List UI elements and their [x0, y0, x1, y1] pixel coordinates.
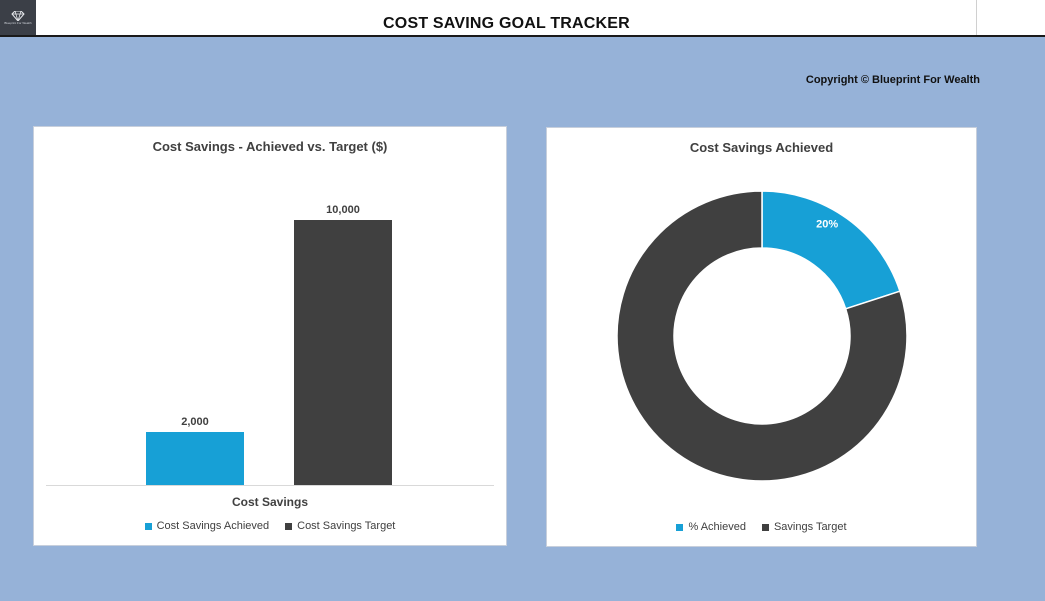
- diamond-icon: [11, 10, 25, 21]
- donut-chart: 20%: [616, 190, 908, 482]
- bar-chart-panel[interactable]: Cost Savings - Achieved vs. Target ($) 2…: [34, 127, 506, 545]
- donut-slice-savings-target[interactable]: [616, 190, 908, 482]
- x-category-label: Cost Savings: [231, 495, 309, 509]
- legend-swatch-achieved: [144, 522, 152, 530]
- donut-data-label-achieved: 20%: [816, 218, 838, 230]
- data-label-target: 10,000: [326, 204, 360, 216]
- title-bar: Blueprint For Wealth COST SAVING GOAL TR…: [0, 0, 1045, 37]
- logo-text: Blueprint For Wealth: [4, 20, 32, 25]
- bar-chart: 2,000 10,000: [46, 204, 494, 486]
- legend-label-savings-target: Savings Target: [773, 521, 847, 533]
- legend-label-pct-achieved: % Achieved: [688, 521, 746, 533]
- page-title: COST SAVING GOAL TRACKER: [383, 15, 630, 32]
- bar-chart-legend: Cost Savings Achieved Cost Savings Targe…: [34, 520, 506, 532]
- donut-chart-legend: % Achieved Savings Target: [547, 521, 976, 533]
- brand-logo: Blueprint For Wealth: [0, 0, 36, 35]
- donut-slice-achieved[interactable]: [761, 190, 901, 310]
- header-divider: [976, 0, 977, 35]
- legend-swatch-target: [285, 522, 293, 530]
- legend-item-pct-achieved[interactable]: % Achieved: [676, 521, 746, 533]
- legend-item-savings-target[interactable]: Savings Target: [761, 521, 847, 533]
- bar-chart-title: Cost Savings - Achieved vs. Target ($): [152, 139, 388, 154]
- donut-chart-title: Cost Savings Achieved: [689, 140, 834, 155]
- bar-cost-savings-achieved[interactable]: [146, 432, 244, 485]
- legend-label-achieved: Cost Savings Achieved: [156, 520, 270, 532]
- copyright-text: Copyright © Blueprint For Wealth: [805, 74, 980, 86]
- legend-item-achieved[interactable]: Cost Savings Achieved: [144, 520, 270, 532]
- legend-swatch-pct-achieved: [676, 523, 684, 531]
- bar-cost-savings-target[interactable]: [294, 220, 392, 485]
- data-label-achieved: 2,000: [181, 416, 209, 428]
- donut-chart-panel[interactable]: Cost Savings Achieved 20% % Achieved Sav…: [547, 128, 976, 546]
- legend-label-target: Cost Savings Target: [297, 520, 396, 532]
- legend-item-target[interactable]: Cost Savings Target: [285, 520, 395, 532]
- legend-swatch-savings-target: [761, 523, 769, 531]
